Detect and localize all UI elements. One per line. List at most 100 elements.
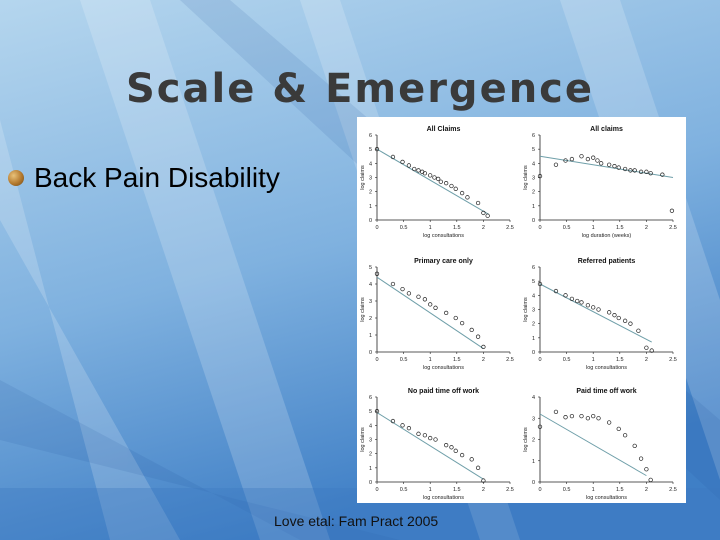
data-point bbox=[453, 186, 458, 191]
data-point bbox=[406, 291, 412, 296]
x-axis-label: log consultations bbox=[423, 365, 464, 371]
data-point bbox=[412, 166, 417, 172]
y-axis-label: log claims bbox=[360, 297, 366, 322]
data-point bbox=[660, 172, 665, 177]
x-tick-label: 0 bbox=[375, 357, 378, 363]
data-point bbox=[636, 328, 641, 333]
x-tick-label: 1 bbox=[592, 487, 595, 493]
data-point bbox=[390, 418, 396, 424]
y-tick-label: 1 bbox=[532, 204, 535, 210]
x-tick-label: 1 bbox=[429, 357, 432, 363]
data-point bbox=[459, 452, 465, 458]
data-point bbox=[632, 443, 637, 449]
data-point bbox=[444, 310, 449, 316]
data-point bbox=[616, 315, 621, 321]
data-point bbox=[416, 168, 421, 173]
data-point bbox=[579, 300, 584, 305]
x-tick-label: 1 bbox=[592, 225, 595, 231]
data-point bbox=[438, 179, 443, 184]
y-tick-label: 0 bbox=[369, 350, 372, 356]
y-tick-label: 2 bbox=[532, 438, 535, 444]
data-point bbox=[628, 321, 633, 326]
data-point bbox=[563, 158, 568, 163]
data-point bbox=[622, 433, 628, 438]
y-tick-label: 5 bbox=[369, 409, 372, 415]
y-tick-label: 6 bbox=[532, 265, 535, 271]
x-tick-label: 2 bbox=[482, 487, 485, 493]
y-tick-label: 1 bbox=[532, 336, 535, 342]
data-point bbox=[428, 173, 433, 178]
x-tick-label: 0.5 bbox=[400, 357, 408, 363]
x-tick-label: 1 bbox=[429, 487, 432, 493]
fit-line bbox=[539, 283, 652, 343]
data-point bbox=[390, 281, 396, 287]
data-point bbox=[374, 409, 380, 414]
data-point bbox=[644, 345, 649, 350]
x-tick-label: 0.5 bbox=[563, 487, 571, 493]
data-point bbox=[469, 327, 474, 333]
y-tick-label: 5 bbox=[532, 279, 535, 285]
x-tick-label: 2 bbox=[645, 357, 648, 363]
data-point bbox=[459, 320, 465, 326]
y-tick-label: 3 bbox=[369, 438, 372, 444]
x-tick-label: 0 bbox=[375, 487, 378, 493]
x-tick-label: 2 bbox=[645, 487, 648, 493]
data-point bbox=[537, 424, 543, 429]
chart-title: All Claims bbox=[427, 126, 461, 133]
x-axis-label: log duration (weeks) bbox=[582, 233, 632, 239]
data-point bbox=[485, 213, 490, 218]
data-point bbox=[475, 334, 481, 339]
data-point bbox=[390, 154, 396, 160]
data-point bbox=[649, 348, 654, 353]
data-point bbox=[465, 195, 470, 200]
fit-line bbox=[376, 276, 484, 350]
x-tick-label: 0 bbox=[538, 487, 541, 493]
data-point bbox=[632, 168, 637, 173]
y-tick-label: 2 bbox=[369, 316, 372, 322]
data-point bbox=[422, 297, 428, 302]
data-point bbox=[591, 155, 596, 160]
y-tick-label: 4 bbox=[369, 161, 372, 167]
fit-line bbox=[376, 148, 489, 215]
y-tick-label: 4 bbox=[532, 395, 535, 401]
x-tick-label: 0.5 bbox=[563, 225, 571, 231]
data-point bbox=[563, 415, 568, 420]
data-point bbox=[433, 437, 438, 442]
y-tick-label: 6 bbox=[369, 395, 372, 401]
data-point bbox=[444, 181, 449, 186]
x-tick-label: 0 bbox=[375, 225, 378, 231]
y-tick-label: 6 bbox=[369, 133, 372, 139]
x-tick-label: 1.5 bbox=[616, 357, 624, 363]
x-tick-label: 2.5 bbox=[506, 487, 514, 493]
data-point bbox=[433, 305, 438, 310]
y-tick-label: 0 bbox=[369, 480, 372, 486]
chart-title: All claims bbox=[590, 126, 623, 133]
y-tick-label: 5 bbox=[369, 147, 372, 153]
y-tick-label: 2 bbox=[532, 190, 535, 196]
data-point bbox=[481, 344, 486, 350]
y-tick-label: 1 bbox=[369, 204, 372, 210]
data-point bbox=[563, 293, 568, 298]
data-point bbox=[644, 169, 649, 174]
data-point bbox=[607, 310, 612, 315]
y-tick-label: 2 bbox=[369, 452, 372, 458]
data-point bbox=[422, 171, 428, 176]
data-point bbox=[596, 416, 601, 421]
data-point bbox=[449, 183, 454, 189]
data-point bbox=[591, 413, 596, 419]
x-tick-label: 1 bbox=[429, 225, 432, 231]
x-tick-label: 0.5 bbox=[563, 357, 571, 363]
data-point bbox=[599, 161, 604, 166]
data-point bbox=[569, 156, 575, 162]
data-point bbox=[432, 175, 437, 180]
data-point bbox=[449, 445, 454, 450]
data-point bbox=[569, 296, 575, 302]
data-point bbox=[669, 208, 675, 213]
data-point bbox=[400, 423, 405, 428]
y-tick-label: 1 bbox=[369, 466, 372, 472]
data-point bbox=[428, 435, 433, 441]
fit-line bbox=[539, 413, 647, 477]
x-tick-label: 2.5 bbox=[506, 357, 514, 363]
x-tick-label: 1.5 bbox=[453, 357, 461, 363]
data-point bbox=[596, 307, 601, 312]
